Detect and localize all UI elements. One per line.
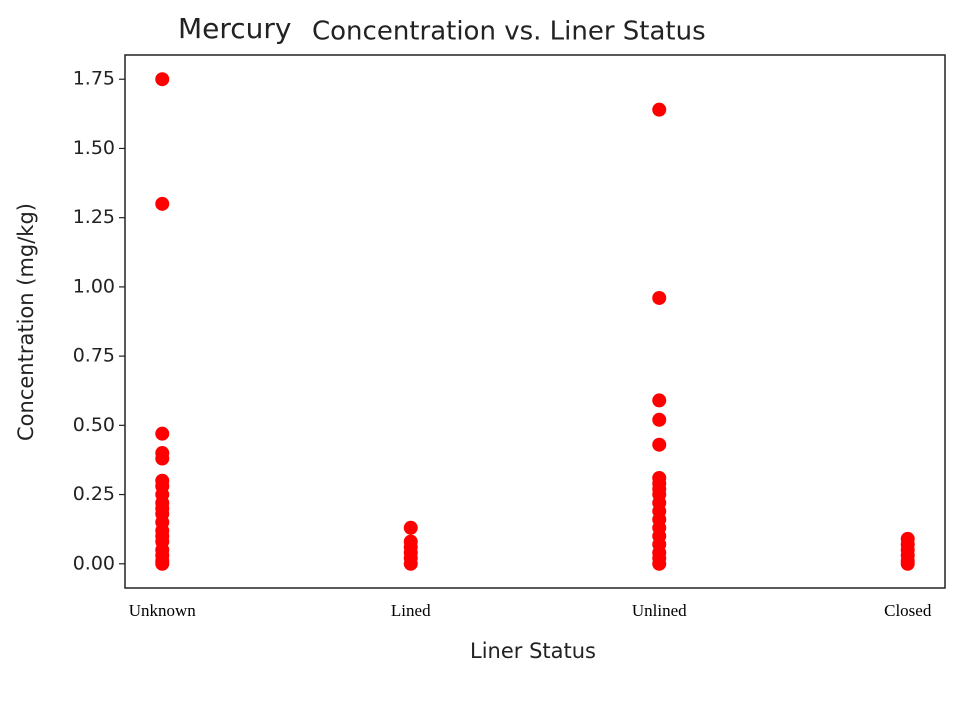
data-point: [403, 520, 418, 535]
data-point: [652, 290, 667, 305]
data-point: [652, 437, 667, 452]
y-tick-label: 0.50: [73, 414, 115, 436]
y-tick-label: 0.25: [73, 483, 115, 505]
y-tick-label: 1.25: [73, 206, 115, 228]
data-point: [652, 102, 667, 117]
y-tick-label: 1.00: [73, 275, 115, 297]
x-tick-label: Unknown: [129, 601, 197, 620]
y-tick-label: 0.00: [73, 552, 115, 574]
x-tick-label: Unlined: [632, 601, 687, 620]
data-point: [155, 72, 170, 87]
data-point: [652, 393, 667, 408]
data-point: [652, 412, 667, 427]
data-point: [155, 556, 170, 571]
x-tick-label: Closed: [884, 601, 932, 620]
chart-title-prefix: Mercury: [178, 12, 292, 45]
x-tick-label: Lined: [391, 601, 431, 620]
x-axis-label: Liner Status: [470, 639, 596, 663]
y-tick-label: 1.75: [73, 68, 115, 90]
chart-title: Concentration vs. Liner Status: [312, 17, 706, 47]
data-point: [652, 556, 667, 571]
data-point: [155, 426, 170, 441]
data-point: [403, 556, 418, 571]
plot-frame: [124, 54, 946, 589]
data-point: [900, 556, 915, 571]
y-axis-label: Concentration (mg/kg): [14, 203, 38, 441]
data-point: [155, 196, 170, 211]
data-point: [155, 451, 170, 466]
y-tick-label: 1.50: [73, 137, 115, 159]
y-tick-label: 0.75: [73, 345, 115, 367]
